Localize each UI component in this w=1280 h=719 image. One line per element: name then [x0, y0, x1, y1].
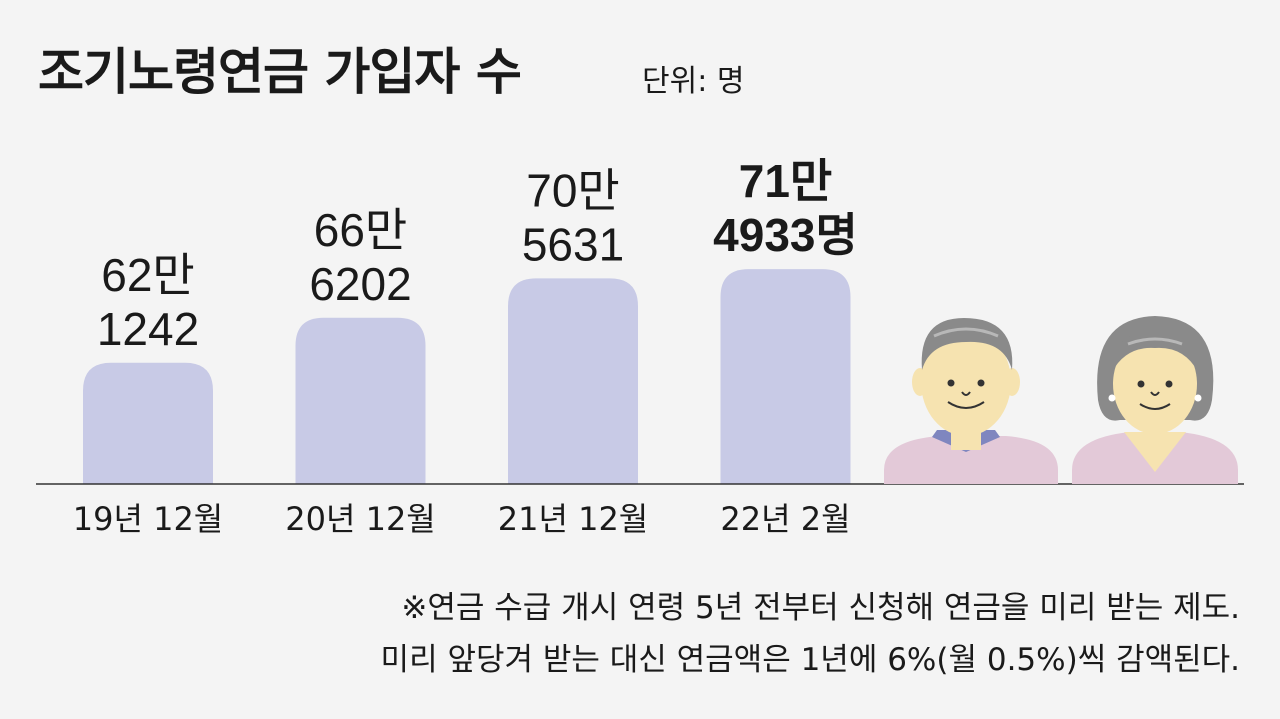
chart-title: 조기노령연금 가입자 수 [38, 32, 522, 104]
value-label-3-line-2: 5631 [522, 218, 624, 270]
chart-title-text: 조기노령연금 가입자 수 [38, 43, 522, 101]
value-label-1-line-2: 1242 [97, 303, 199, 355]
bar-1 [83, 362, 213, 484]
value-label-1-line-1: 62만 [101, 249, 195, 301]
bar-3 [508, 278, 638, 484]
bar-2 [295, 317, 426, 484]
value-label-2-line-1: 66만 [314, 204, 408, 256]
bars-group [83, 269, 851, 484]
footnote-line-2: 미리 앞당겨 받는 대신 연금액은 1년에 6%(월 0.5%)씩 감액된다. [380, 642, 1240, 678]
unit-label: 단위: 명 [642, 64, 745, 99]
x-label-3: 21년 12월 [498, 500, 649, 538]
footnote-line-1: ※연금 수급 개시 연령 5년 전부터 신청해 연금을 미리 받는 제도. [401, 590, 1240, 626]
x-label-4: 22년 2월 [720, 500, 850, 538]
bar-4 [720, 269, 851, 484]
value-label-4-line-1: 71만 [739, 155, 833, 207]
value-label-3-line-1: 70만 [526, 164, 620, 216]
grandfather-icon [884, 318, 1058, 484]
x-label-2: 20년 12월 [285, 500, 436, 538]
elderly-couple-icon [884, 316, 1238, 484]
x-labels-group: 19년 12월 20년 12월 21년 12월 22년 2월 [73, 500, 851, 538]
value-label-4-line-2: 4933명 [713, 209, 858, 261]
grandmother-icon [1072, 316, 1238, 484]
x-label-1: 19년 12월 [73, 500, 224, 538]
value-label-2-line-2: 6202 [309, 258, 411, 310]
